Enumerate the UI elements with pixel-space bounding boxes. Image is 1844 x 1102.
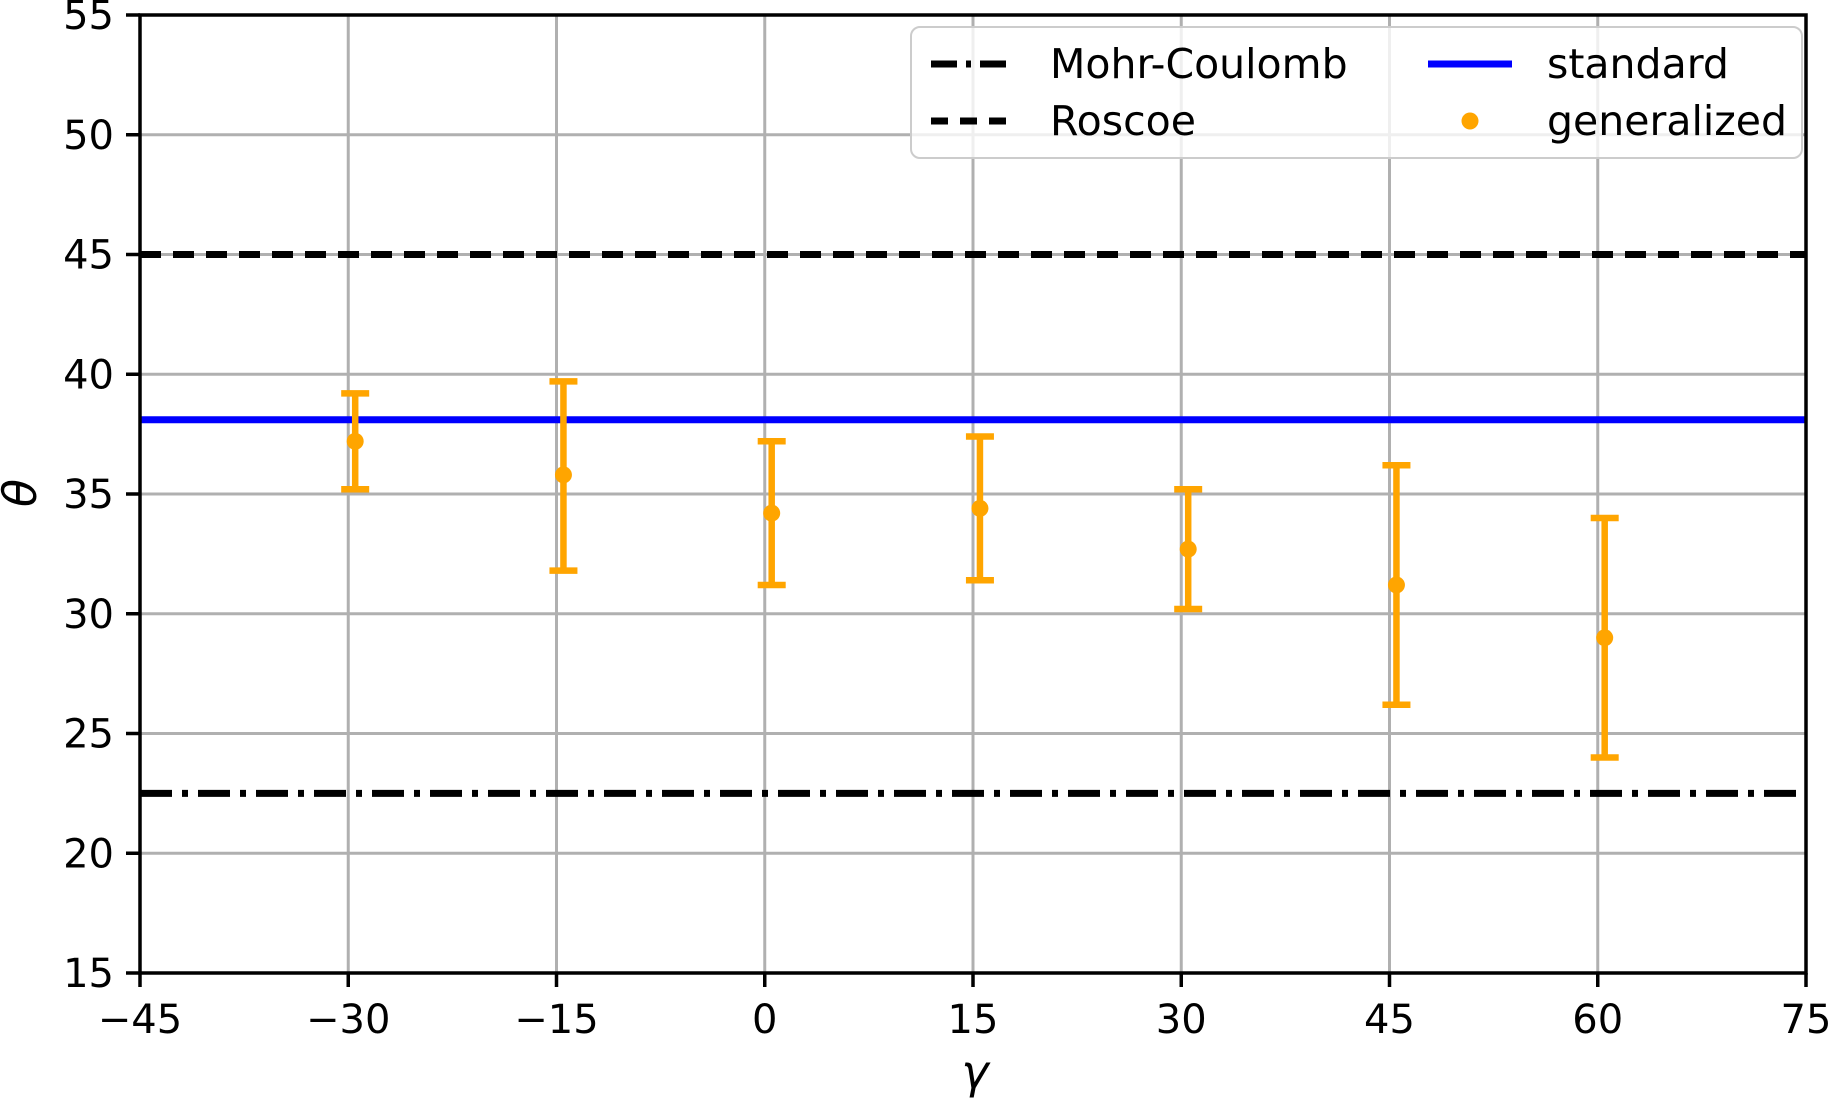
data-point-marker	[763, 504, 781, 522]
y-tick-label: 45	[63, 233, 114, 279]
data-point-marker	[1387, 576, 1405, 594]
y-tick-label: 50	[63, 113, 114, 159]
data-point-marker	[1179, 540, 1197, 558]
data-point-marker	[971, 499, 989, 517]
legend-label-roscoe: Roscoe	[1050, 96, 1196, 145]
legend-label-standard: standard	[1547, 40, 1729, 89]
x-tick-label: 15	[948, 997, 999, 1043]
data-point-marker	[1596, 629, 1614, 647]
x-tick-label: −30	[306, 997, 390, 1043]
dashdot-line-icon	[931, 60, 1015, 68]
data-point-marker	[346, 432, 364, 450]
x-axis-label: γ	[961, 1045, 989, 1099]
y-tick-label: 15	[63, 951, 114, 997]
dashed-line-icon	[931, 117, 1015, 125]
y-tick-label: 35	[63, 472, 114, 518]
y-tick-label: 40	[63, 352, 114, 398]
legend-label-generalized: generalized	[1547, 96, 1787, 145]
legend-item-mohr-coulomb: Mohr-Coulomb	[928, 40, 1425, 88]
data-point-marker	[554, 466, 572, 484]
legend-box: Mohr-Coulomb Roscoe standard generalized	[910, 26, 1803, 159]
y-tick-label: 30	[63, 592, 114, 638]
x-tick-label: 45	[1364, 997, 1415, 1043]
dot-marker-icon	[1461, 112, 1479, 130]
y-axis-label: θ	[0, 479, 47, 507]
x-tick-label: −45	[98, 997, 182, 1043]
x-tick-label: 30	[1156, 997, 1207, 1043]
x-tick-label: 60	[1572, 997, 1623, 1043]
y-tick-label: 25	[63, 712, 114, 758]
x-tick-label: 0	[752, 997, 777, 1043]
x-tick-label: 75	[1781, 997, 1832, 1043]
x-tick-label: −15	[514, 997, 598, 1043]
legend-label-mohr-coulomb: Mohr-Coulomb	[1050, 40, 1348, 89]
solid-line-icon	[1428, 60, 1512, 68]
legend-item-roscoe: Roscoe	[928, 97, 1425, 145]
legend-item-standard: standard	[1425, 40, 1793, 88]
y-tick-label: 55	[63, 0, 114, 39]
legend-item-generalized: generalized	[1425, 97, 1793, 145]
y-tick-label: 20	[63, 831, 114, 877]
